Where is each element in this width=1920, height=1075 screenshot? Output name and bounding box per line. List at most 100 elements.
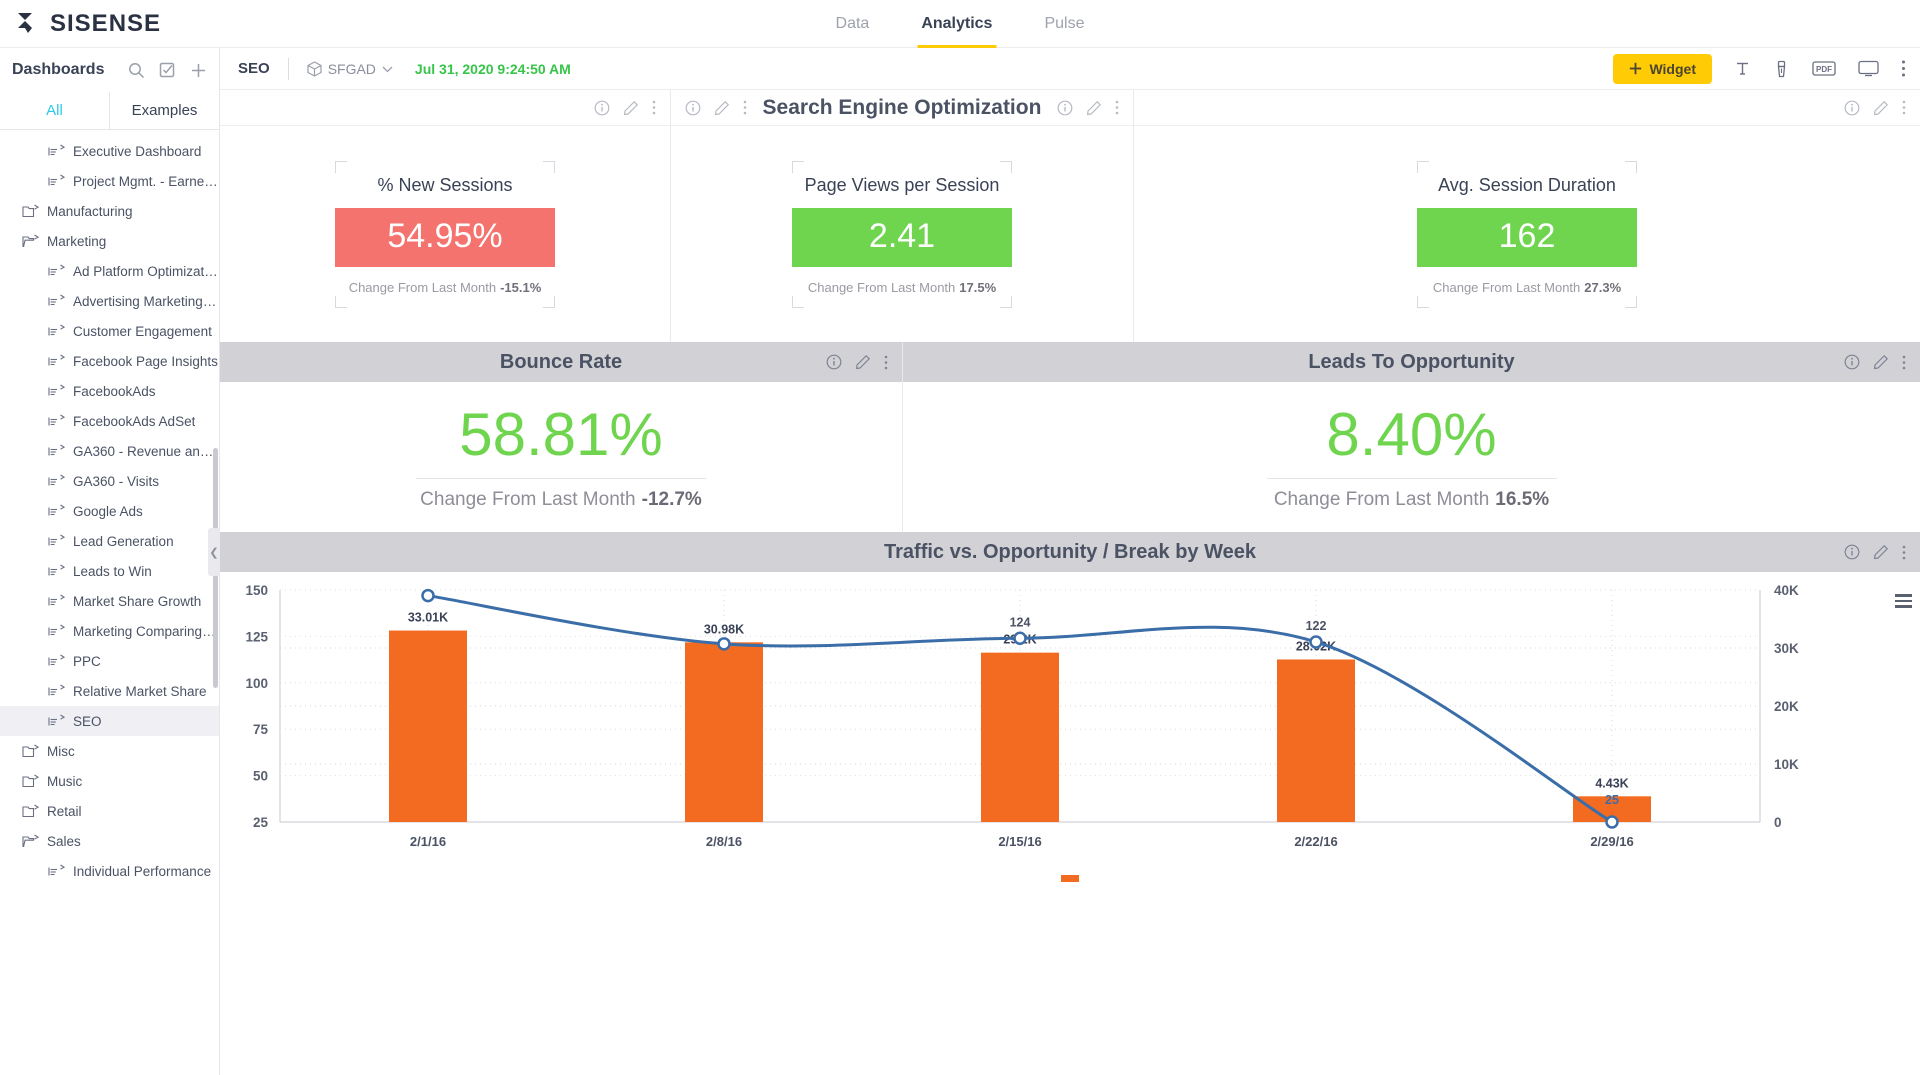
info-icon[interactable]: [1844, 100, 1860, 116]
chart-line-point[interactable]: [1309, 635, 1323, 649]
dashboard-menu-button[interactable]: [1901, 59, 1906, 78]
edit-pencil-icon[interactable]: [855, 354, 871, 370]
right-axis-tick: 20K: [1774, 699, 1799, 714]
chart-line-point[interactable]: [717, 637, 731, 651]
info-icon[interactable]: [594, 100, 610, 116]
kpi-label: % New Sessions: [377, 174, 513, 195]
sidebar-item-advertising-marketing[interactable]: Advertising Marketing …: [0, 286, 219, 316]
kebab-menu-icon[interactable]: [1902, 100, 1906, 115]
kebab-menu-icon[interactable]: [743, 100, 747, 115]
edit-pencil-icon[interactable]: [1873, 100, 1889, 116]
sidebar-item-music[interactable]: Music: [0, 766, 219, 796]
chart-bar[interactable]: [389, 630, 467, 822]
kebab-menu-icon[interactable]: [884, 355, 888, 370]
dashboard-timestamp: Jul 31, 2020 9:24:50 AM: [414, 60, 571, 77]
nav-tab-analytics[interactable]: Analytics: [917, 0, 997, 48]
kebab-menu-icon[interactable]: [652, 100, 656, 115]
select-checkbox-icon[interactable]: [159, 62, 176, 79]
chart-bar[interactable]: [981, 652, 1059, 822]
line-value-label: 122: [1306, 619, 1327, 633]
sidebar-item-marketing-comparing[interactable]: Marketing Comparing …: [0, 616, 219, 646]
theme-button[interactable]: [1773, 60, 1790, 78]
chart-bar[interactable]: [1277, 659, 1355, 822]
divider: [416, 478, 706, 479]
sidebar-item-misc[interactable]: Misc: [0, 736, 219, 766]
sidebar-item-individual-performance[interactable]: Individual Performance: [0, 856, 219, 886]
widget-body: 8.40% Change From Last Month 16.5%: [903, 382, 1920, 532]
chart-resize-marker[interactable]: [1061, 875, 1079, 882]
info-icon[interactable]: [1057, 100, 1073, 116]
sidebar-item-market-share-growth[interactable]: Market Share Growth: [0, 586, 219, 616]
sidebar-item-seo[interactable]: SEO: [0, 706, 219, 736]
kebab-menu-icon[interactable]: [1902, 355, 1906, 370]
sidebar-item-executive-dashboard[interactable]: Executive Dashboard: [0, 136, 219, 166]
sidebar-tab-examples[interactable]: Examples: [110, 92, 219, 129]
traffic-opportunity-combo-chart[interactable]: 25 50 75 100 125 150 0 10K 20K 30K 40K 33.01K 30.98K…: [220, 572, 1920, 882]
sidebar-tab-all[interactable]: All: [0, 92, 110, 129]
widget-header: Search Engine Optimization: [671, 90, 1133, 126]
info-icon[interactable]: [1844, 354, 1860, 370]
kebab-menu-icon: [1902, 60, 1905, 77]
sidebar-item-facebookads[interactable]: FacebookAds: [0, 376, 219, 406]
dashboard-icon: [48, 384, 65, 395]
nav-tab-data[interactable]: Data: [832, 0, 874, 48]
x-axis-tick: 2/8/16: [706, 834, 742, 849]
widget-header: Bounce Rate: [220, 342, 902, 382]
kebab-menu-icon[interactable]: [1115, 100, 1119, 115]
search-icon[interactable]: [128, 62, 145, 79]
sidebar-item-manufacturing[interactable]: Manufacturing: [0, 196, 219, 226]
sidebar-item-sales[interactable]: Sales: [0, 826, 219, 856]
chart-line-point[interactable]: [1013, 631, 1027, 646]
sidebar-item-label: Facebook Page Insights: [73, 353, 218, 369]
sidebar-item-relative-market-share[interactable]: Relative Market Share: [0, 676, 219, 706]
sidebar-item-google-ads[interactable]: Google Ads: [0, 496, 219, 526]
export-pdf-button[interactable]: PDF: [1812, 60, 1836, 77]
datasource-selector[interactable]: SFGAD: [307, 61, 393, 77]
sidebar-item-label: FacebookAds: [73, 383, 156, 399]
sidebar-item-lead-generation[interactable]: Lead Generation: [0, 526, 219, 556]
sidebar-item-facebookads-adset[interactable]: FacebookAds AdSet: [0, 406, 219, 436]
sidebar-item-label: PPC: [73, 653, 101, 669]
presentation-button[interactable]: [1858, 60, 1879, 77]
text-widget-button[interactable]: [1734, 60, 1751, 77]
chart-menu-icon[interactable]: [1895, 594, 1912, 608]
edit-pencil-icon[interactable]: [1873, 544, 1889, 560]
big-number-footer-label: Change From Last Month: [420, 489, 636, 510]
widget-header: Leads To Opportunity: [903, 342, 1920, 382]
info-icon[interactable]: [826, 354, 842, 370]
nav-tab-pulse[interactable]: Pulse: [1040, 0, 1088, 48]
sidebar-item-ppc[interactable]: PPC: [0, 646, 219, 676]
chart-line-point[interactable]: [1605, 815, 1619, 829]
big-number-footer-label: Change From Last Month: [1273, 489, 1490, 510]
edit-pencil-icon[interactable]: [1873, 354, 1889, 370]
sidebar-item-facebook-page-insights[interactable]: Facebook Page Insights: [0, 346, 219, 376]
kebab-menu-icon[interactable]: [1902, 545, 1906, 560]
sidebar-item-label: Ad Platform Optimizati…: [73, 263, 219, 279]
sidebar-item-retail[interactable]: Retail: [0, 796, 219, 826]
edit-pencil-icon[interactable]: [714, 100, 730, 116]
sidebar-item-ad-platform-optimizati[interactable]: Ad Platform Optimizati…: [0, 256, 219, 286]
sidebar-tabs: All Examples: [0, 92, 219, 130]
sidebar-collapse-handle[interactable]: ❮: [208, 528, 220, 576]
kpi-value: 162: [1417, 207, 1637, 267]
sisense-logo[interactable]: SISENSE: [16, 10, 161, 38]
widget-body: % New Sessions 54.95% Change From Last M…: [220, 126, 670, 342]
info-icon[interactable]: [685, 100, 701, 116]
sidebar-item-project-mgmt-earne[interactable]: Project Mgmt. - Earne…: [0, 166, 219, 196]
plus-icon[interactable]: [190, 62, 207, 79]
folder-icon: [22, 804, 39, 817]
sidebar-item-customer-engagement[interactable]: Customer Engagement: [0, 316, 219, 346]
chart-bar[interactable]: [685, 642, 763, 822]
sidebar-item-ga360-visits[interactable]: GA360 - Visits: [0, 466, 219, 496]
edit-pencil-icon[interactable]: [623, 100, 639, 116]
chart-line-point[interactable]: [421, 588, 435, 603]
sidebar-header-icons: [128, 62, 207, 79]
info-icon[interactable]: [1844, 544, 1860, 560]
sidebar-item-ga360-revenue-and[interactable]: GA360 - Revenue and…: [0, 436, 219, 466]
add-widget-button[interactable]: Widget: [1613, 53, 1712, 84]
sidebar-item-leads-to-win[interactable]: Leads to Win: [0, 556, 219, 586]
edit-pencil-icon[interactable]: [1086, 100, 1102, 116]
add-widget-label: Widget: [1649, 60, 1696, 77]
dashboard-tree[interactable]: Executive Dashboard Project Mgmt. - Earne…: [0, 130, 219, 1075]
sidebar-item-marketing[interactable]: Marketing: [0, 226, 219, 256]
